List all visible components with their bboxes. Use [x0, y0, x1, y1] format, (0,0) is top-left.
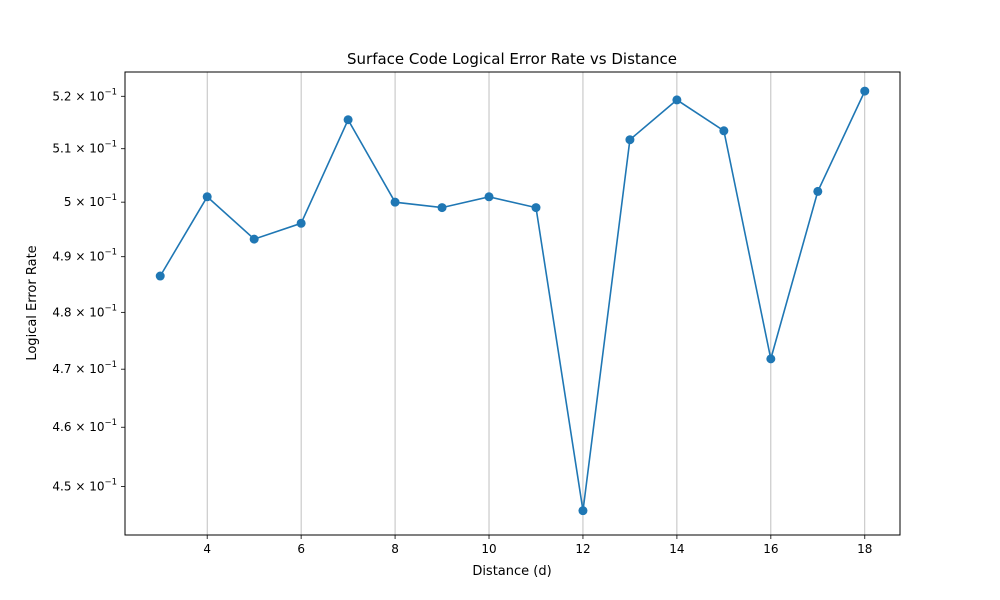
y-tick-times: × — [72, 420, 90, 434]
data-point — [625, 135, 635, 145]
y-tick-times: × — [72, 195, 90, 209]
x-tick-label: 4 — [203, 542, 211, 556]
y-tick-base: 10 — [89, 305, 104, 319]
y-tick-times: × — [72, 250, 90, 264]
x-tick-label: 6 — [297, 542, 305, 556]
y-tick-mantissa: 5.2 — [52, 89, 71, 103]
data-point — [719, 126, 729, 136]
y-tick-base: 10 — [89, 195, 104, 209]
y-tick-label: 4.6 × 10−1 — [52, 418, 117, 434]
y-tick-times: × — [72, 480, 90, 494]
y-tick-label: 5.1 × 10−1 — [52, 140, 117, 156]
x-tick-label: 18 — [857, 542, 872, 556]
data-point — [766, 354, 776, 364]
y-tick-base: 10 — [89, 250, 104, 264]
x-tick-label: 12 — [575, 542, 590, 556]
data-point — [484, 192, 494, 202]
data-point — [672, 95, 682, 105]
y-tick-base: 10 — [89, 142, 104, 156]
data-point — [813, 186, 823, 196]
y-tick-mantissa: 4.7 — [52, 362, 71, 376]
chart-title: Surface Code Logical Error Rate vs Dista… — [347, 50, 677, 68]
y-tick-mantissa: 4.8 — [52, 305, 71, 319]
y-tick-label: 4.7 × 10−1 — [52, 360, 117, 376]
x-axis-label: Distance (d) — [472, 564, 551, 579]
series-line — [155, 86, 870, 516]
y-tick-mantissa: 4.5 — [52, 480, 71, 494]
y-tick-mantissa: 5.1 — [52, 142, 71, 156]
data-point — [202, 192, 212, 202]
x-tick-label: 8 — [391, 542, 399, 556]
y-tick-times: × — [72, 362, 90, 376]
x-tick-label: 10 — [481, 542, 496, 556]
series-polyline — [159, 90, 866, 511]
x-tick-label: 14 — [669, 542, 684, 556]
y-tick-label: 4.5 × 10−1 — [52, 478, 117, 494]
y-tick-times: × — [72, 142, 90, 156]
y-tick-exponent: −1 — [104, 193, 117, 203]
y-tick-times: × — [72, 89, 90, 103]
plot-frame — [124, 71, 901, 536]
y-tick-label: 4.8 × 10−1 — [52, 303, 117, 319]
y-tick-mantissa: 4.9 — [52, 250, 71, 264]
y-tick-exponent: −1 — [104, 360, 117, 370]
y-tick-exponent: −1 — [104, 87, 117, 97]
y-tick-exponent: −1 — [104, 303, 117, 313]
data-point — [437, 203, 447, 213]
y-tick-base: 10 — [89, 362, 104, 376]
y-tick-base: 10 — [89, 480, 104, 494]
data-point — [296, 218, 306, 228]
y-tick-exponent: −1 — [104, 418, 117, 428]
data-point — [390, 197, 400, 207]
y-tick-label: 5.2 × 10−1 — [52, 87, 117, 103]
y-tick-base: 10 — [89, 89, 104, 103]
data-point — [531, 203, 541, 213]
x-axis-ticks: 4 6 8 10 12 14 16 18 — [203, 535, 872, 556]
y-tick-label: 4.9 × 10−1 — [52, 248, 117, 264]
data-point — [578, 506, 588, 516]
y-axis-ticks: 4.5 × 10−14.6 × 10−14.7 × 10−14.8 × 10−1… — [52, 87, 125, 494]
data-point — [155, 271, 165, 281]
y-tick-exponent: −1 — [104, 248, 117, 258]
y-axis-label: Logical Error Rate — [25, 245, 40, 360]
y-tick-mantissa: 4.6 — [52, 420, 71, 434]
y-tick-times: × — [72, 305, 90, 319]
y-tick-exponent: −1 — [104, 140, 117, 150]
y-tick-exponent: −1 — [104, 478, 117, 488]
y-tick-label: 5 × 10−1 — [64, 193, 117, 209]
x-tick-label: 16 — [763, 542, 778, 556]
data-point — [860, 86, 870, 96]
y-tick-mantissa: 5 — [64, 195, 72, 209]
grid-lines — [206, 72, 866, 535]
data-point — [343, 115, 353, 125]
y-tick-base: 10 — [89, 420, 104, 434]
data-point — [249, 234, 259, 244]
